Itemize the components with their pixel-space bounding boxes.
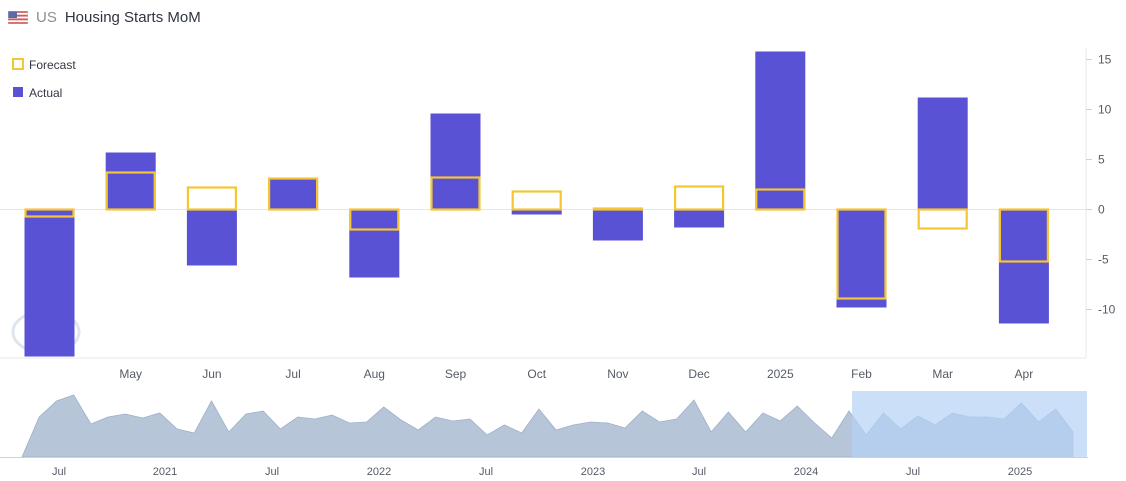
- legend-forecast-label[interactable]: Forecast: [29, 58, 76, 72]
- us-flag-icon: [8, 10, 28, 24]
- x-tick-label: May: [119, 367, 142, 381]
- navigator-x-label: 2025: [1008, 466, 1032, 478]
- y-axis-ticks: 15 10 5 0 -5 -10: [1086, 53, 1116, 317]
- navigator-x-label: Jul: [265, 466, 279, 478]
- forecast-bar[interactable]: [349, 208, 400, 231]
- navigator-selection[interactable]: [852, 391, 1087, 457]
- navigator-x-label: Jul: [52, 466, 66, 478]
- actual-bar[interactable]: [755, 51, 806, 210]
- y-tick-label: -5: [1098, 253, 1109, 267]
- forecast-bar[interactable]: [917, 208, 968, 230]
- forecast-bar[interactable]: [592, 207, 644, 211]
- x-axis-ticks: May Jun Jul Aug Sep Oct Nov Dec 2025 Feb Mar Apr: [119, 367, 1033, 381]
- x-tick-label: Aug: [364, 367, 385, 381]
- forecast-bar[interactable]: [186, 186, 237, 211]
- forecast-bar[interactable]: [105, 171, 156, 211]
- navigator-x-label: 2022: [367, 466, 391, 478]
- y-tick-label: 15: [1098, 53, 1112, 67]
- forecast-bar[interactable]: [24, 208, 75, 218]
- y-tick-label: 5: [1098, 153, 1105, 167]
- actual-bar[interactable]: [592, 209, 643, 241]
- x-tick-label: Jun: [202, 367, 221, 381]
- actual-bar[interactable]: [674, 209, 725, 228]
- forecast-bar[interactable]: [755, 188, 806, 211]
- forecast-bar[interactable]: [998, 208, 1050, 263]
- navigator-x-label: Jul: [479, 466, 493, 478]
- chart-header: US Housing Starts MoM: [8, 6, 201, 28]
- forecast-bar[interactable]: [673, 185, 725, 211]
- x-tick-label: Feb: [851, 367, 872, 381]
- actual-bar[interactable]: [186, 209, 237, 266]
- actual-bar[interactable]: [349, 209, 400, 278]
- legend-forecast-swatch: [12, 58, 24, 70]
- navigator-x-label: 2021: [153, 466, 177, 478]
- actual-bar[interactable]: [105, 152, 156, 210]
- legend-actual-label[interactable]: Actual: [29, 86, 62, 100]
- chart-legend: Forecast Actual: [12, 58, 76, 100]
- y-tick-label: -10: [1098, 303, 1116, 317]
- forecast-bar[interactable]: [511, 190, 562, 211]
- forecast-bar[interactable]: [836, 208, 887, 300]
- y-tick-label: 0: [1098, 203, 1105, 217]
- x-tick-label: Oct: [527, 367, 546, 381]
- x-tick-label: 2025: [767, 367, 794, 381]
- chart-title: Housing Starts MoM: [64, 8, 201, 26]
- navigator-x-label: Jul: [692, 466, 706, 478]
- time-navigator[interactable]: Jul 2021 Jul 2022 Jul 2023 Jul 2024 Jul 2025: [0, 391, 1088, 478]
- x-tick-label: Sep: [445, 367, 467, 381]
- x-tick-label: Nov: [607, 367, 628, 381]
- navigator-x-label: 2024: [794, 466, 818, 478]
- forecast-bar[interactable]: [268, 177, 319, 211]
- actual-bar[interactable]: [836, 209, 887, 308]
- x-tick-label: Jul: [285, 367, 300, 381]
- x-tick-label: Apr: [1015, 367, 1034, 381]
- country-label: US: [36, 8, 57, 26]
- y-tick-label: 10: [1098, 103, 1112, 117]
- x-tick-label: Mar: [932, 367, 953, 381]
- actual-bar[interactable]: [511, 209, 562, 215]
- actual-bar[interactable]: [917, 97, 968, 210]
- actual-bar[interactable]: [24, 209, 75, 357]
- actual-bar[interactable]: [268, 179, 319, 210]
- x-tick-label: Dec: [688, 367, 709, 381]
- actual-bar[interactable]: [430, 113, 481, 210]
- actual-bar[interactable]: [998, 209, 1049, 324]
- navigator-x-label: Jul: [906, 466, 920, 478]
- bar-series: [24, 51, 1050, 357]
- forecast-bar[interactable]: [430, 176, 481, 211]
- navigator-x-label: 2023: [581, 466, 605, 478]
- legend-actual-swatch: [13, 87, 23, 97]
